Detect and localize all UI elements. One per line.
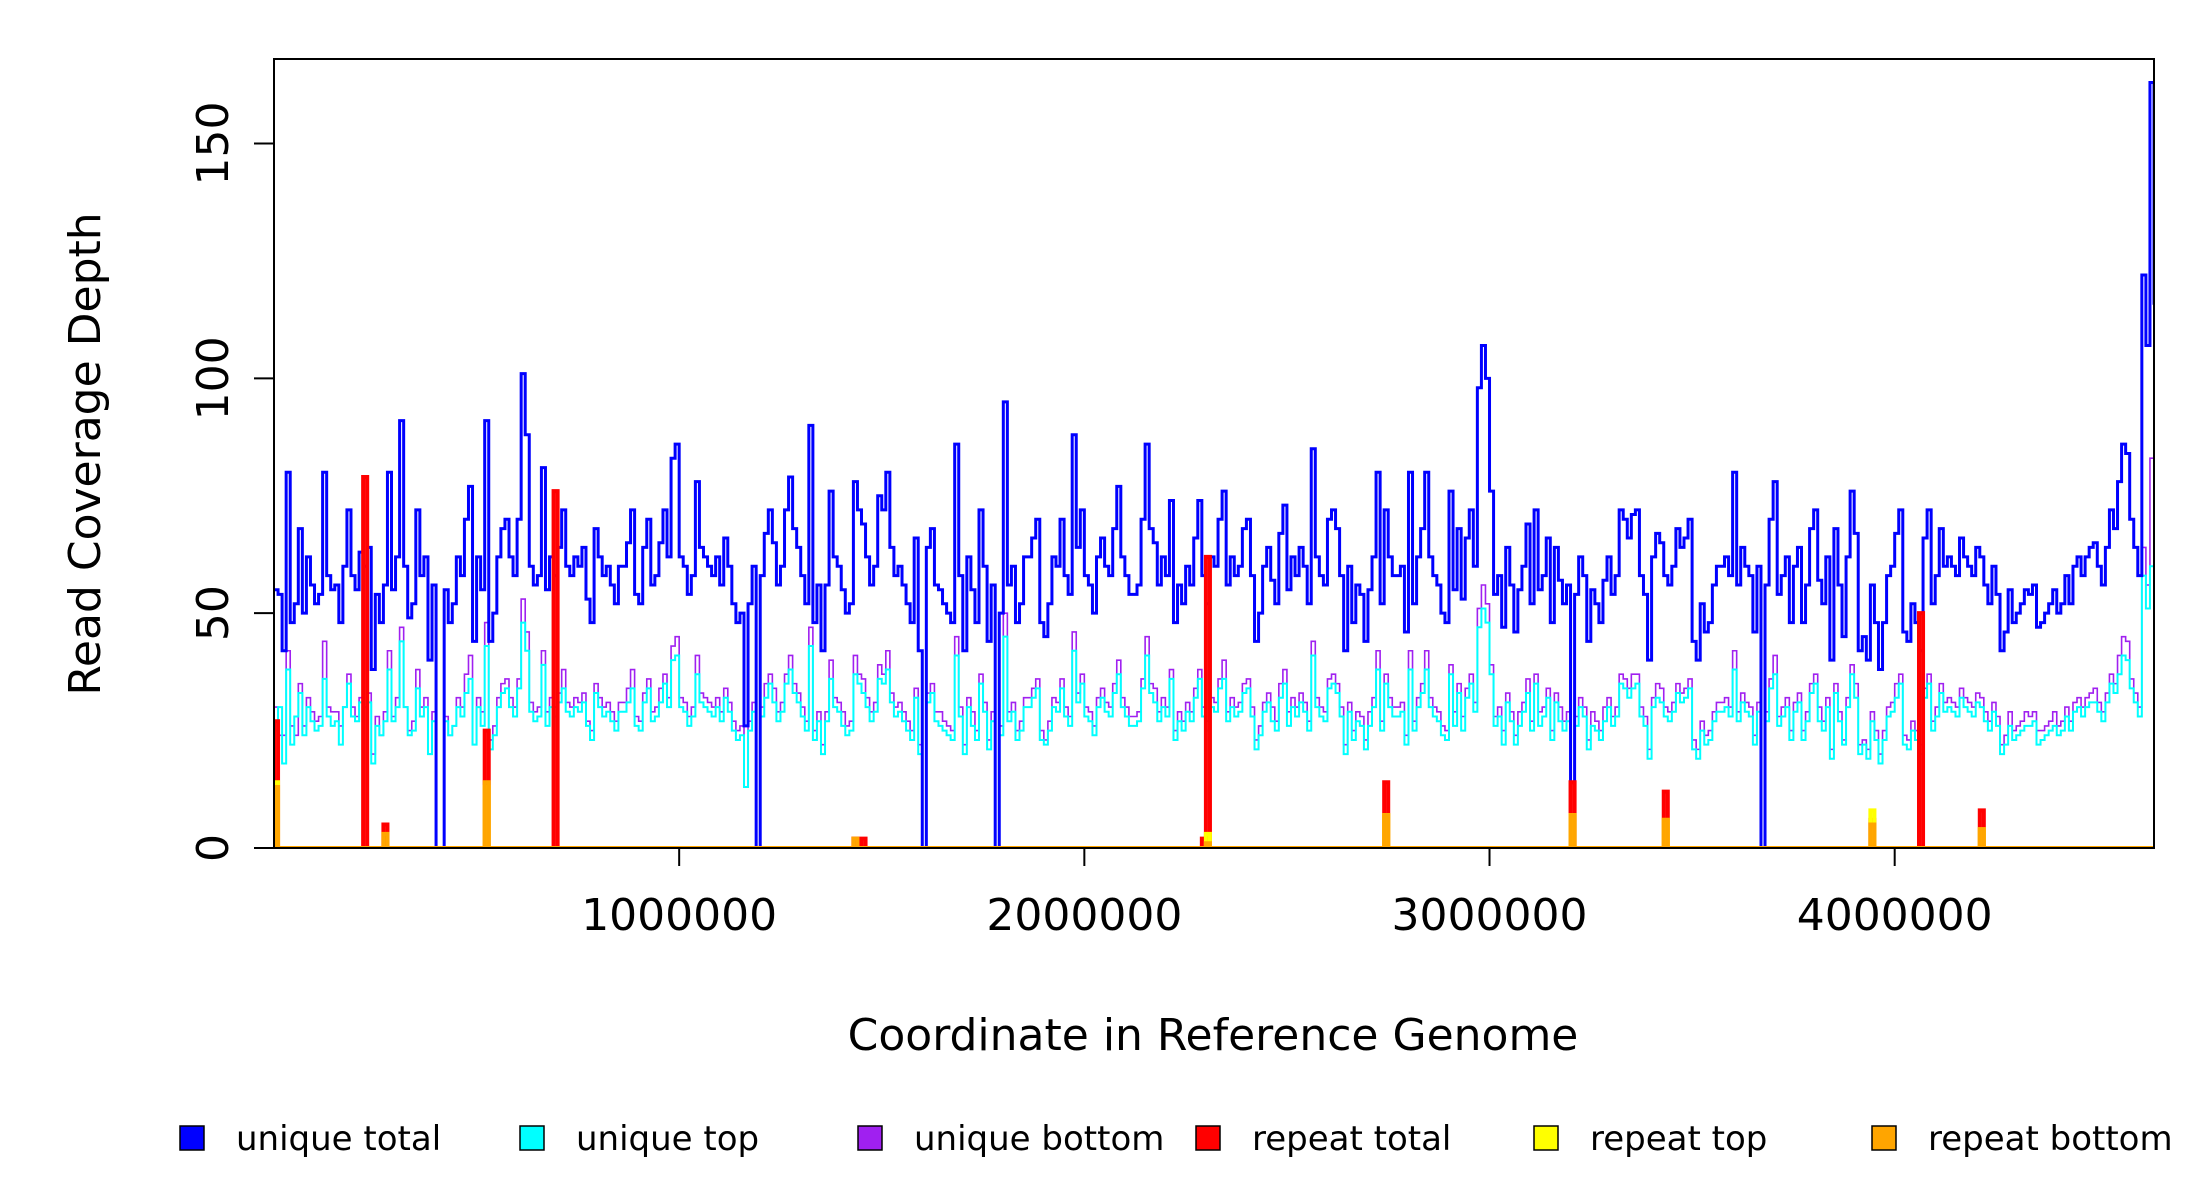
x-tick-label: 2000000 [986,890,1182,941]
legend-swatch [857,1125,883,1151]
y-tick-label: 0 [188,834,239,862]
series-layer [274,80,2154,848]
plot-frame [273,58,2155,849]
legend-swatch [1871,1125,1897,1151]
y-tick-label: 100 [188,336,239,420]
legend-swatch [519,1125,545,1151]
series-repeat-bottom [274,780,2154,848]
x-tick-label: 3000000 [1392,890,1588,941]
legend: unique total unique top unique bottom repea… [179,1119,2173,1159]
x-tick-label: 4000000 [1797,890,1993,941]
legend-label: repeat top [1590,1119,1767,1159]
legend-label: unique top [576,1119,759,1159]
y-tick-label: 50 [188,585,239,641]
legend-label: unique total [236,1119,441,1159]
series-unique-total [274,80,2154,848]
axes-layer: 1000000 2000000 3000000 4000000 0 50 100 150 [188,102,1993,941]
series-unique-top [274,565,2154,848]
x-tick-label: 1000000 [581,890,777,941]
y-axis-title: Read Coverage Depth [60,212,111,695]
series-repeat-total [274,474,2154,848]
legend-swatch [1533,1125,1559,1151]
legend-label: repeat bottom [1928,1119,2173,1159]
legend-swatch [1195,1125,1221,1151]
legend-label: repeat total [1252,1119,1451,1159]
x-axis-title: Coordinate in Reference Genome [848,1010,1579,1061]
y-tick-label: 150 [188,102,239,186]
legend-label: unique bottom [914,1119,1164,1159]
legend-swatch [179,1125,205,1151]
